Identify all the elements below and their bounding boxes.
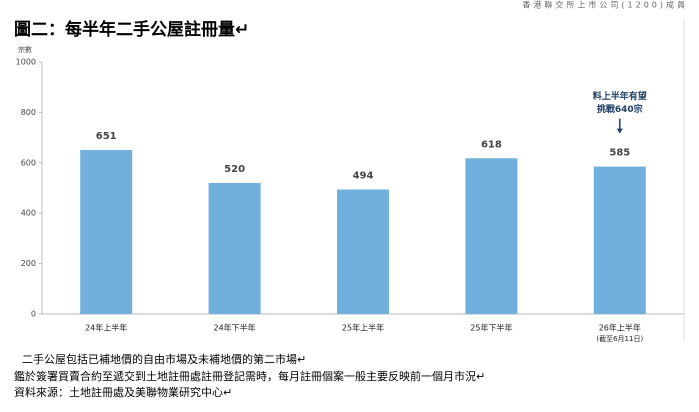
x-tick-label: 24年上半年 [85,323,127,333]
header: 香港聯交所上市公司(1200)成員 [522,0,688,10]
x-tick-label: 25年下半年 [470,323,512,333]
x-tick-label: 25年上半年 [342,323,384,333]
bar [465,158,518,314]
x-tick-label: 24年下半年 [214,323,256,333]
bar [80,149,133,314]
chart-title: 圖二：每半年二手公屋註冊量↵ [14,19,249,40]
value-label: 618 [481,139,502,150]
y-tick-label: 1000 [16,58,36,67]
value-label: 651 [96,131,117,142]
annotation: 挑戰640宗 [597,103,643,115]
y-tick-label: 0 [31,310,36,319]
x-tick-label: 26年上半年 [599,323,641,333]
bar [208,182,261,314]
y-tick-label: 200 [21,259,36,268]
bar [593,166,646,314]
footnote: 資料來源：土地註冊處及美聯物業研究中心↵ [14,385,232,399]
bar [337,189,389,314]
y-tick-label: 400 [21,209,36,218]
x-tick-note: (截至6月11日) [596,334,643,343]
y-tick-label: 800 [21,108,36,117]
footnote: 二手公屋包括已補地價的自由市場及未補地價的第二市場↵ [22,352,306,366]
value-label: 494 [353,171,374,182]
annotation: 料上半年有望 [593,90,647,102]
y-tick-label: 600 [21,158,36,167]
value-label: 585 [609,148,630,159]
value-label: 520 [224,164,245,175]
annotation-arrowhead [616,128,623,134]
y-axis-label: 宗數 [18,45,32,54]
footnote: 鑑於簽署買賣合約至遞交到土地註冊處註冊登記需時，每月註冊個案一般主要反映前一個月… [14,369,485,383]
